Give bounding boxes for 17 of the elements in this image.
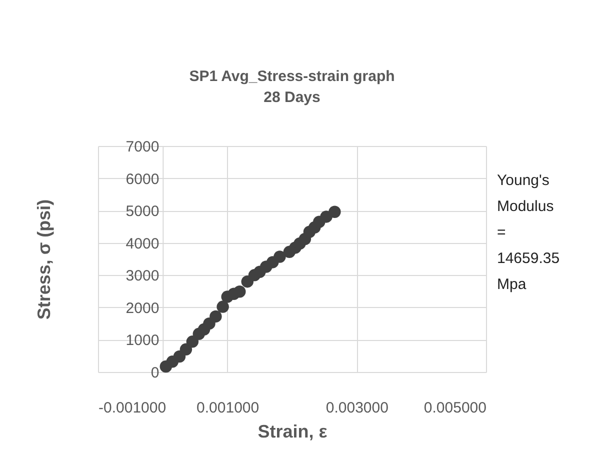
x-tick-label: 0.003000 (326, 400, 388, 416)
chart-title: SP1 Avg_Stress-strain graph (189, 68, 395, 85)
chart-subtitle: 28 Days (264, 89, 320, 106)
x-tick-label: 0.005000 (424, 400, 486, 416)
x-tick-label: -0.001000 (98, 400, 166, 416)
y-tick-label: 7000 (126, 138, 160, 156)
y-tick-label: 3000 (126, 268, 160, 285)
text: Young's Modulus = 14659.35 Mpa (497, 171, 561, 295)
y-tick-label: 5000 (126, 203, 160, 220)
y-tick-label: 6000 (126, 170, 160, 188)
y-tick-label: 0 (150, 364, 160, 382)
x-tick-label: 0.001000 (196, 400, 260, 416)
y-tick-label: 2000 (126, 300, 160, 317)
y-axis-title: Stress, σ (psi) (34, 199, 54, 320)
x-axis-title: Strain, ε (258, 422, 328, 442)
y-tick-label: 1000 (126, 332, 160, 350)
y-tick-label: 4000 (126, 235, 160, 252)
